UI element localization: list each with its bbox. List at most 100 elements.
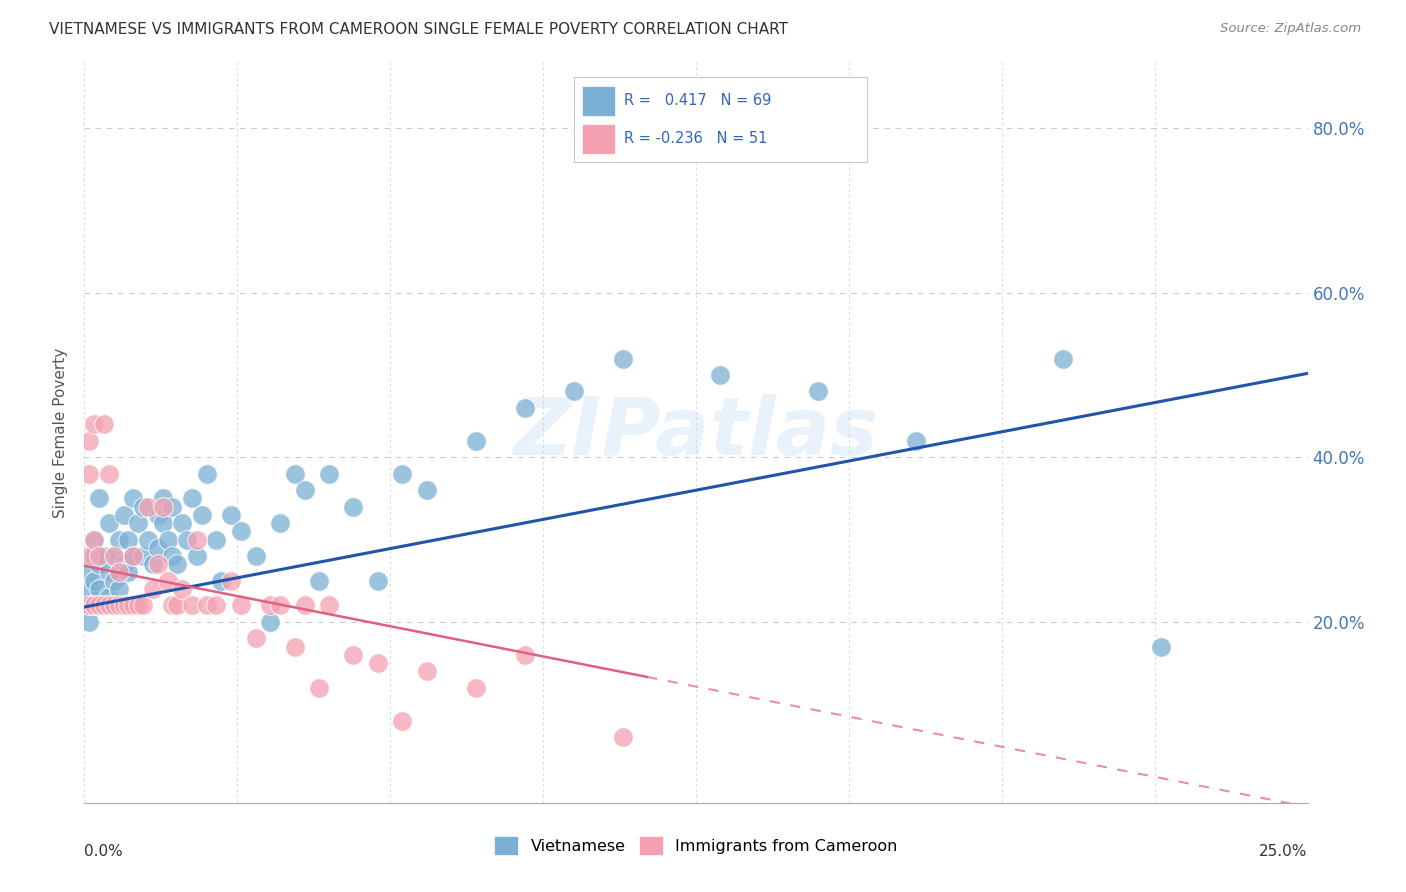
Point xyxy=(181,599,204,613)
Point xyxy=(146,558,169,572)
Point xyxy=(186,533,208,547)
Point xyxy=(87,582,110,596)
Point xyxy=(156,574,179,588)
Point xyxy=(186,549,208,563)
Point xyxy=(103,599,125,613)
Point xyxy=(83,574,105,588)
Point xyxy=(308,681,330,695)
Point xyxy=(136,533,159,547)
Point xyxy=(127,516,149,530)
Point xyxy=(245,549,267,563)
Point xyxy=(122,549,145,563)
Point xyxy=(1150,640,1173,654)
Point xyxy=(166,558,188,572)
Point xyxy=(464,434,486,448)
Point xyxy=(122,599,145,613)
Point xyxy=(132,599,155,613)
Point xyxy=(176,533,198,547)
Point xyxy=(342,500,364,514)
Point xyxy=(103,549,125,563)
Point xyxy=(107,582,129,596)
Point xyxy=(77,549,100,563)
Point xyxy=(284,640,307,654)
Point xyxy=(416,483,439,498)
Point xyxy=(172,582,194,596)
Point xyxy=(318,467,340,481)
Point xyxy=(195,599,218,613)
Point xyxy=(103,574,125,588)
Point xyxy=(77,467,100,481)
Point xyxy=(97,467,120,481)
Point xyxy=(83,533,105,547)
Point xyxy=(318,599,340,613)
Point xyxy=(146,508,169,522)
Point xyxy=(195,467,218,481)
Point xyxy=(229,524,252,539)
Point xyxy=(562,384,585,399)
Point xyxy=(87,549,110,563)
Point xyxy=(416,664,439,678)
Point xyxy=(245,632,267,646)
Point xyxy=(136,500,159,514)
Point xyxy=(83,549,105,563)
Point xyxy=(97,599,120,613)
Point xyxy=(77,582,100,596)
Point xyxy=(219,574,242,588)
Point xyxy=(205,533,228,547)
Point xyxy=(107,599,129,613)
Point xyxy=(152,516,174,530)
Point xyxy=(284,467,307,481)
Text: ZIPatlas: ZIPatlas xyxy=(513,393,879,472)
Point xyxy=(342,648,364,662)
Point xyxy=(146,541,169,555)
Point xyxy=(191,508,214,522)
Point xyxy=(205,599,228,613)
Point xyxy=(709,368,731,382)
Point xyxy=(77,434,100,448)
Point xyxy=(77,599,100,613)
Point xyxy=(112,599,135,613)
Point xyxy=(103,549,125,563)
Point xyxy=(107,566,129,580)
Point xyxy=(156,533,179,547)
Point xyxy=(83,533,105,547)
Point xyxy=(162,500,184,514)
Point xyxy=(162,599,184,613)
Point xyxy=(112,558,135,572)
Legend: Vietnamese, Immigrants from Cameroon: Vietnamese, Immigrants from Cameroon xyxy=(488,830,904,862)
Text: Source: ZipAtlas.com: Source: ZipAtlas.com xyxy=(1220,22,1361,36)
Point xyxy=(294,599,316,613)
Point xyxy=(181,491,204,506)
Point xyxy=(162,549,184,563)
Point xyxy=(269,599,291,613)
Point xyxy=(905,434,928,448)
Point xyxy=(97,516,120,530)
Text: 0.0%: 0.0% xyxy=(84,844,124,858)
Point xyxy=(172,516,194,530)
Point xyxy=(77,615,100,629)
Point xyxy=(513,648,536,662)
Point xyxy=(93,599,115,613)
Point xyxy=(166,599,188,613)
Point xyxy=(367,656,389,670)
Point xyxy=(83,599,105,613)
Point xyxy=(209,574,232,588)
Point xyxy=(87,558,110,572)
Point xyxy=(807,384,830,399)
Point xyxy=(87,599,110,613)
Point xyxy=(122,549,145,563)
Point xyxy=(294,483,316,498)
Point xyxy=(269,516,291,530)
Point xyxy=(127,599,149,613)
Point xyxy=(367,574,389,588)
Point xyxy=(93,417,115,432)
Point xyxy=(142,558,165,572)
Point xyxy=(83,599,105,613)
Y-axis label: Single Female Poverty: Single Female Poverty xyxy=(53,348,69,517)
Point xyxy=(117,599,139,613)
Point xyxy=(152,491,174,506)
Text: 25.0%: 25.0% xyxy=(1260,844,1308,858)
Point xyxy=(142,582,165,596)
Point xyxy=(132,500,155,514)
Point xyxy=(107,533,129,547)
